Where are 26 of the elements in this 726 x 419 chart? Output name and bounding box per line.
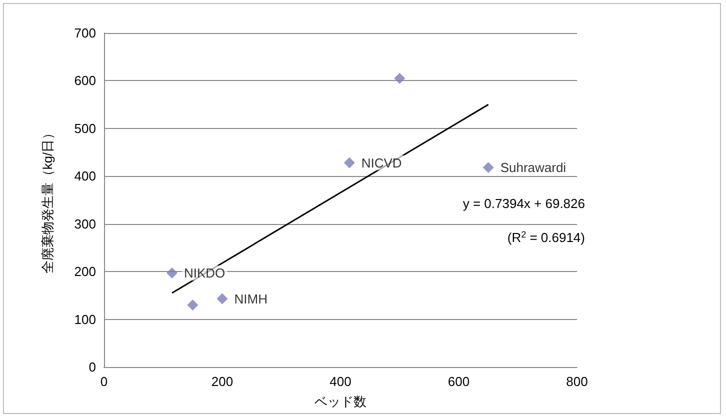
- point: [166, 268, 178, 279]
- point: [187, 299, 198, 310]
- x-tick-label: 0: [100, 374, 108, 389]
- point: [482, 162, 494, 174]
- point: [394, 72, 406, 84]
- y-tick-label: 300: [74, 216, 96, 232]
- y-tick-label: 500: [74, 120, 96, 136]
- y-axis-title: 全廃棄物発生量（kg/日）: [40, 126, 55, 274]
- y-tick-label: 0: [88, 360, 96, 374]
- annotation: Suhrawardi: [500, 160, 566, 176]
- annotation: NIMH: [234, 291, 268, 306]
- y-tick-label: 400: [74, 168, 96, 184]
- annotation: NICVD: [361, 155, 402, 170]
- x-axis-title: ベッド数: [314, 394, 366, 409]
- point: [216, 293, 228, 304]
- x-tick-label: 800: [566, 374, 588, 389]
- x-tick-label: 400: [330, 374, 352, 389]
- y-tick-label: 100: [74, 312, 96, 327]
- x-tick-label: 600: [448, 374, 470, 389]
- y-tick-label: 200: [74, 264, 96, 280]
- annotation: NIKDO: [184, 266, 226, 281]
- y-tick-label: 600: [74, 73, 96, 88]
- annotation: y = 0.7394x + 69.826: [462, 196, 585, 211]
- point: [344, 157, 355, 168]
- y-tick-label: 700: [74, 26, 96, 40]
- x-tick-label: 200: [211, 374, 234, 389]
